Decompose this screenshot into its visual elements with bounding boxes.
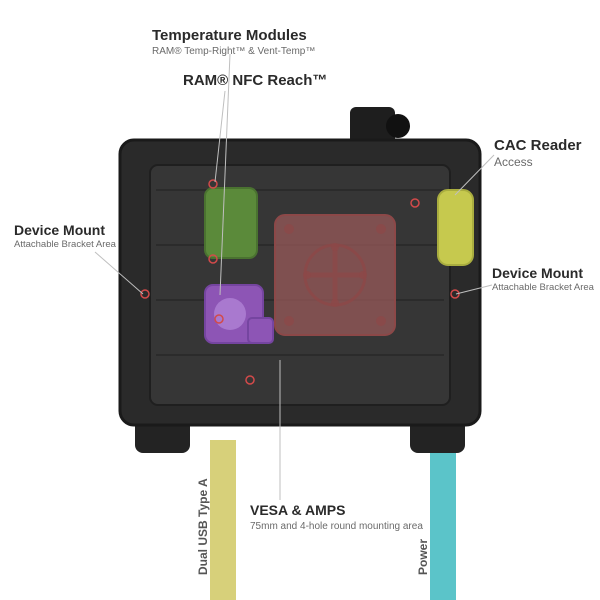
power-cable [430, 440, 456, 600]
label-vesa: VESA & AMPS [250, 502, 345, 518]
svg-text:75mm and 4-hole round mounting: 75mm and 4-hole round mounting area [250, 521, 423, 532]
label-usb: Dual USB Type A [196, 478, 210, 575]
label-power: Power [416, 539, 430, 575]
svg-text:Attachable Bracket Area: Attachable Bracket Area [492, 282, 595, 293]
svg-text:Access: Access [494, 155, 533, 169]
label-mount-left: Device Mount [14, 222, 105, 238]
usb-cable [210, 440, 236, 600]
svg-text:Attachable Bracket Area: Attachable Bracket Area [14, 239, 117, 250]
label-nfc: RAM® NFC Reach™ [183, 72, 327, 89]
label-mount-right: Device Mount [492, 265, 583, 281]
label-cac: CAC Reader [494, 137, 582, 154]
svg-text:RAM® Temp-Right™ & Vent-Temp™: RAM® Temp-Right™ & Vent-Temp™ [152, 46, 315, 57]
label-temp-modules: Temperature Modules [152, 27, 307, 44]
camera-lens [386, 114, 410, 138]
vesa-plate [275, 215, 395, 335]
